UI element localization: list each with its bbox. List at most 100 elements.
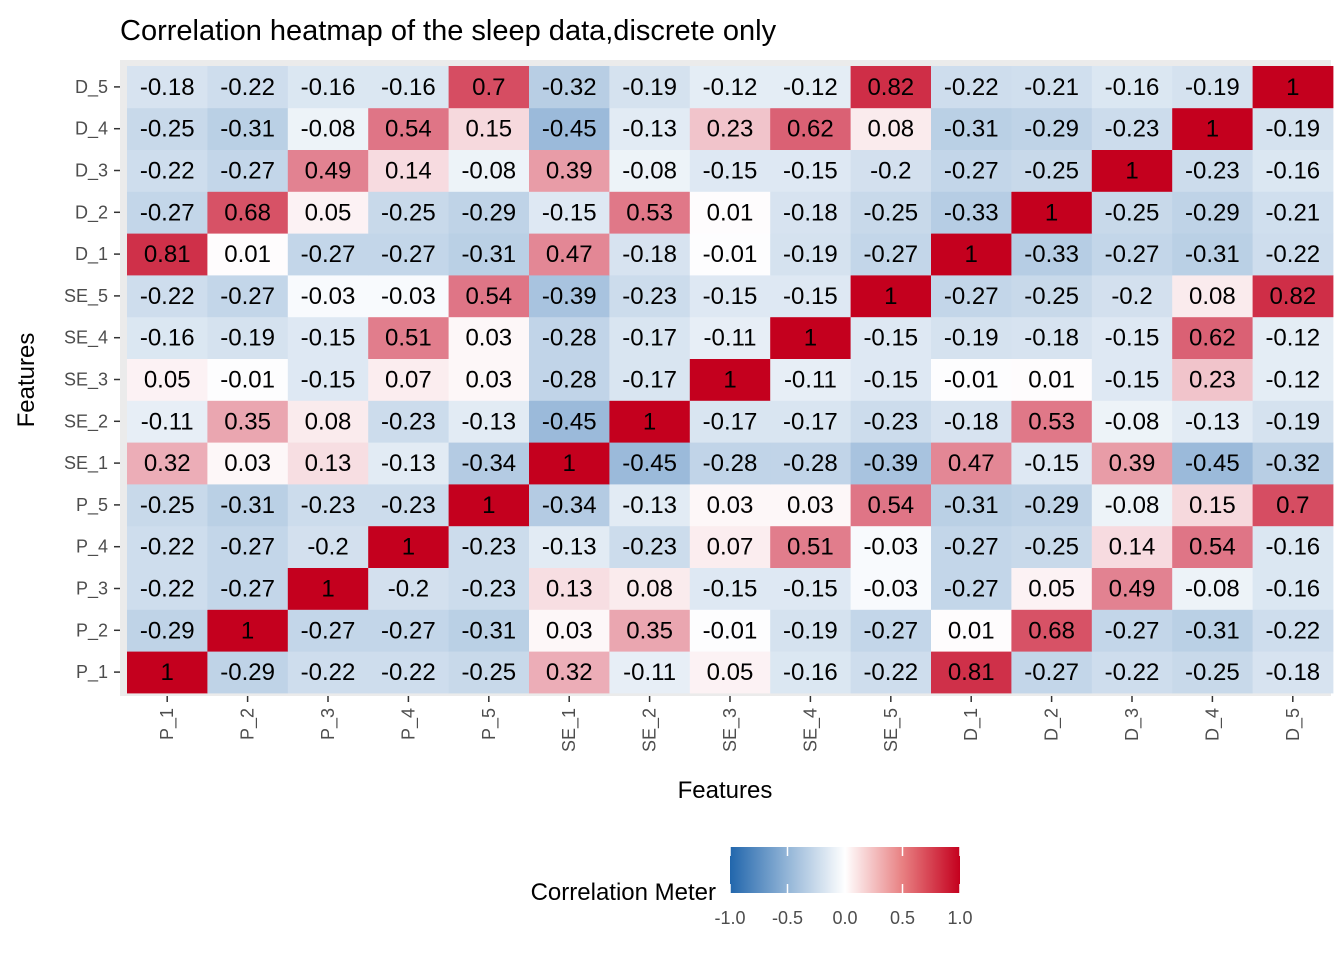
heatmap-cell	[287, 149, 369, 192]
heatmap-cell	[1091, 442, 1173, 485]
heatmap-cell	[368, 609, 449, 652]
cell-value-label: -0.11	[704, 325, 757, 352]
y-tick-label: P_5	[76, 495, 108, 516]
cell-value-label: 0.01	[1028, 367, 1075, 394]
cell-value-label: 0.03	[707, 492, 754, 519]
heatmap-cell	[127, 191, 208, 234]
cell-value-label: -0.15	[783, 158, 838, 185]
cell-value-label: -0.39	[863, 450, 918, 477]
heatmap-cell	[689, 484, 771, 527]
cell-value-label: 1	[1286, 74, 1299, 101]
cell-value-label: -0.31	[461, 241, 516, 268]
heatmap-cell	[127, 484, 208, 527]
heatmap-cell	[1252, 609, 1334, 652]
y-tick-label: D_4	[75, 119, 108, 140]
heatmap-cell	[1252, 316, 1334, 359]
cell-value-label: -0.08	[1105, 492, 1160, 519]
heatmap-cell	[368, 484, 449, 527]
cell-value-label: 1	[1125, 158, 1138, 185]
heatmap-cell	[1252, 484, 1334, 527]
cell-value-label: 1	[965, 241, 978, 268]
heatmap-cell	[448, 107, 530, 150]
heatmap-cell	[850, 107, 932, 150]
cell-value-label: -0.27	[944, 158, 999, 185]
cell-value-label: -0.12	[703, 74, 758, 101]
y-tick-label: D_2	[75, 202, 108, 223]
cell-value-label: -0.15	[301, 367, 356, 394]
cell-value-label: -0.32	[1265, 450, 1320, 477]
heatmap-cell	[207, 484, 289, 527]
heatmap-cell	[1252, 400, 1334, 443]
heatmap-cell	[529, 149, 610, 192]
cell-value-label: -0.34	[461, 450, 516, 477]
x-tick-label: SE_3	[720, 708, 741, 752]
heatmap-cell	[287, 358, 369, 401]
heatmap-cell	[207, 316, 289, 359]
cell-value-label: -0.22	[944, 74, 999, 101]
cell-value-label: 0.62	[787, 116, 834, 143]
heatmap-cell	[368, 316, 449, 359]
cell-value-label: -0.29	[461, 199, 516, 226]
heatmap-cell	[931, 191, 1012, 234]
cell-value-label: 0.39	[1109, 450, 1156, 477]
x-tick-label: D_3	[1122, 708, 1143, 741]
heatmap-cell	[1252, 442, 1334, 485]
heatmap-cell	[1252, 651, 1334, 694]
cell-value-label: 0.01	[707, 199, 754, 226]
heatmap-cell	[1172, 525, 1253, 568]
cell-value-label: 0.62	[1189, 325, 1236, 352]
heatmap-cell	[770, 191, 851, 234]
cell-value-label: -0.23	[381, 408, 436, 435]
cell-value-label: -0.25	[1024, 534, 1079, 561]
cell-value-label: -0.27	[863, 241, 918, 268]
heatmap-cell	[1011, 525, 1093, 568]
cell-value-label: -0.22	[220, 74, 275, 101]
heatmap-cell	[529, 567, 610, 610]
cell-value-label: -0.29	[1024, 492, 1079, 519]
heatmap-cell	[207, 107, 289, 150]
y-tick-label: D_5	[75, 77, 108, 98]
x-tick-label: SE_1	[559, 708, 580, 752]
cell-value-label: -0.08	[1105, 408, 1160, 435]
cell-value-label: -0.03	[863, 534, 918, 561]
cell-value-label: -0.21	[1024, 74, 1079, 101]
heatmap-cell	[127, 442, 208, 485]
heatmap-cell	[770, 567, 851, 610]
cell-value-label: -0.15	[863, 367, 918, 394]
cell-value-label: 0.03	[787, 492, 834, 519]
cell-value-label: -0.11	[784, 367, 837, 394]
x-tick-label: SE_2	[640, 708, 661, 752]
cell-value-label: 0.05	[1028, 576, 1075, 603]
heatmap-cell	[448, 66, 530, 109]
cell-value-label: 0.13	[305, 450, 352, 477]
y-axis-title: Features	[13, 333, 40, 428]
cell-value-label: 1	[804, 325, 817, 352]
cell-value-label: -0.19	[1265, 408, 1320, 435]
cell-value-label: -0.33	[944, 199, 999, 226]
heatmap-cell	[207, 525, 289, 568]
cell-value-label: -0.31	[944, 116, 999, 143]
cell-value-label: 0.53	[626, 199, 673, 226]
cell-value-label: 0.82	[1269, 283, 1316, 310]
y-tick-label: SE_3	[64, 370, 108, 391]
cell-value-label: -0.28	[542, 367, 597, 394]
heatmap-cell	[1011, 316, 1093, 359]
cell-value-label: -0.31	[461, 617, 516, 644]
cell-value-label: -0.23	[381, 492, 436, 519]
heatmap-cells: 1 -0.29 -0.22 -0.22 -0.25 0.32 -0.11 0.05 -0.16-…	[127, 66, 1334, 694]
heatmap-cell	[529, 233, 610, 276]
cell-value-label: -0.15	[301, 325, 356, 352]
cell-value-label: -0.25	[461, 659, 516, 686]
y-tick-label: SE_2	[64, 411, 108, 432]
cell-value-label: -0.27	[863, 617, 918, 644]
heatmap-cell	[448, 484, 530, 527]
heatmap-cell	[448, 275, 530, 318]
heatmap-cell	[127, 525, 208, 568]
heatmap-cell	[689, 191, 771, 234]
cell-value-label: 0.47	[948, 450, 995, 477]
heatmap-cell	[1172, 358, 1253, 401]
heatmap-cell	[850, 66, 932, 109]
heatmap-cell	[931, 316, 1012, 359]
heatmap-cell	[287, 609, 369, 652]
heatmap-cell	[1091, 484, 1173, 527]
